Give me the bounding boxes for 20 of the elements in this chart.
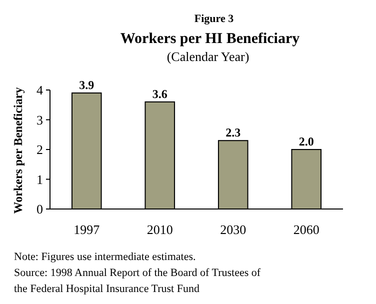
text: Note: Figures use intermediate estimates. bbox=[14, 251, 196, 263]
x-tick-label: 2060 bbox=[293, 222, 320, 237]
data-label: 3.6 bbox=[152, 86, 168, 101]
text: the Federal Hospital Insurance Trust Fund bbox=[14, 283, 200, 295]
data-label: 2.3 bbox=[226, 126, 241, 140]
x-tick-label: 2010 bbox=[146, 222, 173, 237]
chart-title: Workers per HI Beneficiary bbox=[120, 31, 300, 47]
data-label: 2.0 bbox=[298, 134, 314, 148]
y-tick-label: 0 bbox=[36, 202, 43, 217]
y-tick-label: 1 bbox=[36, 172, 43, 187]
y-tick-label: 2 bbox=[36, 142, 43, 158]
caption: Figure 3 bbox=[194, 13, 234, 25]
x-tick-label: 1997 bbox=[74, 222, 100, 237]
x-tick-label: 2030 bbox=[220, 222, 246, 237]
source-note: Source: 1998 Annual Report of the Board of Trustees of bbox=[14, 267, 261, 279]
y-axis-title: Workers per Beneficiary bbox=[11, 87, 25, 214]
y-tick-label: 4 bbox=[36, 82, 44, 98]
y-tick-label: 3 bbox=[36, 112, 43, 128]
chart-subtitle: (Calendar Year) bbox=[166, 49, 250, 64]
data-label: 3.9 bbox=[79, 78, 94, 92]
